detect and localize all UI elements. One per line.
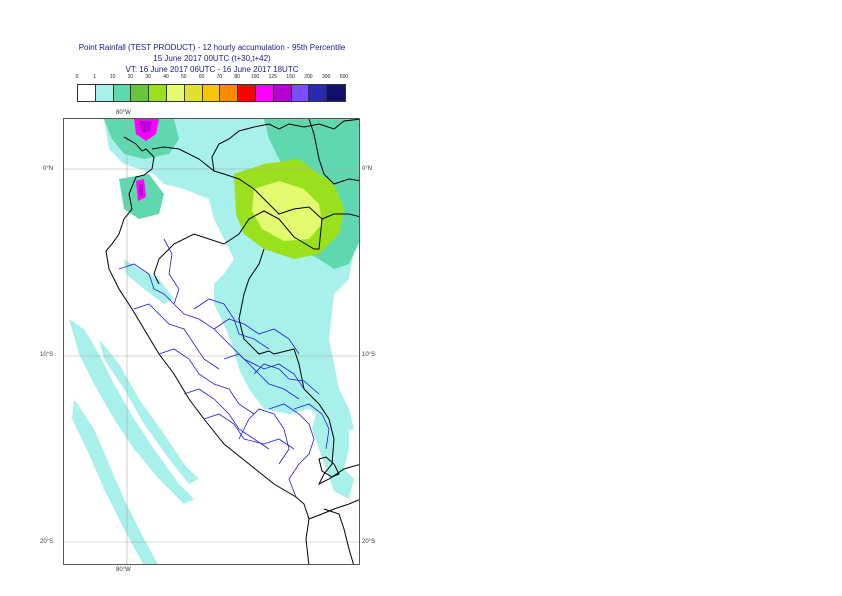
rain-band-coast-2 [99, 339, 199, 484]
legend-tick-label: 70 [216, 74, 223, 80]
legend-swatch [131, 85, 150, 101]
lat-label-right-0: 0°N [362, 166, 373, 172]
lat-label-right-20: 20°S [362, 539, 376, 545]
rain-area-medium-nw [104, 119, 179, 159]
legend-tick-label: 0 [75, 74, 79, 80]
coastline-and-borders [105, 119, 359, 564]
legend-tick-label: 1 [93, 74, 97, 80]
chart-title: Point Rainfall (TEST PRODUCT) - 12 hourl… [78, 43, 346, 52]
legend-tick-label: 500 [339, 74, 349, 80]
lat-label-right-10: 10°S [362, 352, 376, 358]
valid-time: VT: 16 June 2017 06UTC - 16 June 2017 18… [125, 65, 299, 74]
rainfall-shading [69, 119, 359, 564]
legend-tick-labels: 0 1 10 20 30 40 50 60 70 80 100 125 150 200 300 500 [0, 74, 842, 84]
rain-area-light-east [312, 389, 354, 499]
legend-swatch [273, 85, 292, 101]
lat-label-left-20: 20°S [40, 539, 54, 545]
lon-label-bottom: 80°W [116, 567, 131, 573]
legend-swatch [255, 85, 274, 101]
lon-label-top: 80°W [116, 110, 131, 116]
legend-tick-label: 60 [198, 74, 205, 80]
legend-tick-label: 125 [268, 74, 277, 80]
color-legend [77, 84, 346, 102]
rain-band-coast-3 [72, 399, 158, 564]
legend-swatch [291, 85, 310, 101]
lat-label-left-10: 10°S [40, 352, 54, 358]
regional-boundaries [118, 238, 330, 498]
legend-tick-label: 100 [250, 74, 260, 80]
legend-tick-label: 40 [163, 74, 169, 80]
legend-tick-label: 150 [286, 74, 295, 80]
legend-swatch [220, 85, 239, 101]
run-time: 15 June 2017 00UTC (t+30,t+42) [153, 54, 271, 63]
legend-tick-label: 10 [109, 74, 116, 80]
legend-tick-label: 80 [234, 74, 240, 80]
legend-swatch [238, 85, 256, 101]
rain-core-coast-purple [139, 184, 143, 196]
graticule [64, 119, 359, 564]
legend-tick-label: 200 [304, 74, 313, 80]
legend-swatch [202, 85, 221, 101]
legend-swatch [309, 85, 328, 101]
legend-tick-label: 30 [145, 74, 151, 80]
legend-swatch [166, 85, 185, 101]
legend-tick-label: 20 [127, 74, 134, 80]
rain-core-nw-purple [139, 121, 152, 133]
rainfall-map [63, 118, 360, 565]
legend-swatch [78, 85, 96, 101]
legend-swatch [113, 85, 132, 101]
legend-swatch [327, 85, 345, 101]
legend-tick-label: 300 [322, 74, 331, 80]
legend-tick-label: 50 [181, 74, 187, 80]
legend-swatch [95, 85, 114, 101]
legend-swatch [184, 85, 203, 101]
lat-label-left-0: 0°N [43, 166, 54, 172]
rain-band-coast-4 [124, 259, 174, 304]
legend-swatch [149, 85, 167, 101]
rain-band-coast-1 [69, 319, 194, 504]
